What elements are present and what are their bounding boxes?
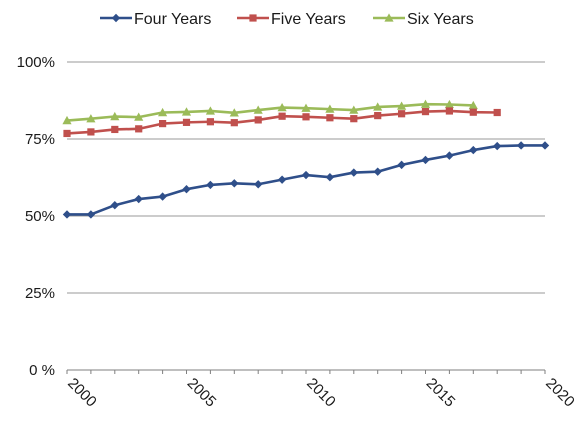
- y-tick-label: 100%: [17, 54, 55, 71]
- gridlines: [67, 61, 545, 294]
- data-point-square: [159, 120, 167, 128]
- data-point-diamond: [445, 151, 454, 160]
- data-point-square: [350, 115, 358, 123]
- data-point-square: [135, 125, 143, 133]
- data-point-square: [230, 119, 238, 127]
- data-point-square: [469, 108, 477, 116]
- data-point-triangle: [349, 105, 359, 114]
- data-point-triangle: [158, 107, 168, 117]
- series-line: [66, 102, 474, 122]
- legend-label: Six Years: [407, 11, 474, 28]
- data-point-triangle: [253, 105, 263, 114]
- legend-item: Six Years: [373, 11, 474, 28]
- y-axis: 0 % 25% 50% 75% 100%: [17, 54, 55, 379]
- legend-item: Five Years: [237, 11, 346, 28]
- data-point-triangle: [86, 114, 96, 123]
- data-point-diamond: [134, 194, 143, 204]
- data-point-triangle: [277, 102, 287, 112]
- data-point-diamond: [301, 170, 311, 180]
- series-layer: [62, 99, 550, 219]
- y-tick-label: 75%: [25, 131, 55, 148]
- data-point-diamond: [182, 185, 191, 194]
- data-point-diamond: [110, 201, 119, 210]
- data-point-square: [182, 118, 191, 126]
- x-axis: 2000 2005 2010 2015 2020: [64, 369, 578, 411]
- data-point-diamond: [373, 167, 382, 176]
- data-point-diamond: [254, 180, 263, 189]
- data-point-triangle: [468, 100, 478, 110]
- data-point-triangle: [420, 99, 431, 108]
- data-point-diamond: [349, 168, 358, 177]
- data-point-square: [374, 111, 382, 120]
- data-point-triangle: [444, 99, 454, 109]
- data-point-square: [87, 128, 95, 136]
- data-point-diamond: [111, 13, 121, 23]
- data-point-diamond: [86, 210, 96, 219]
- data-point-triangle: [134, 112, 144, 121]
- data-point-diamond: [421, 155, 430, 165]
- data-point-square: [326, 114, 334, 122]
- x-tick-label: 2015: [423, 375, 459, 411]
- y-tick-label: 0 %: [29, 362, 55, 379]
- data-point-diamond: [158, 192, 167, 201]
- data-point-triangle: [205, 106, 215, 115]
- legend: Four Years Five Years Six Years: [100, 11, 474, 28]
- x-tick-label: 2000: [64, 375, 100, 411]
- data-point-square: [493, 108, 501, 117]
- data-point-square: [398, 110, 406, 118]
- data-point-diamond: [230, 179, 239, 188]
- series-five-years: [63, 107, 501, 138]
- series-four-years: [62, 141, 550, 219]
- x-tick-label: 2020: [542, 375, 578, 411]
- data-point-square: [111, 125, 119, 134]
- data-point-diamond: [397, 160, 406, 170]
- data-point-diamond: [62, 210, 72, 219]
- y-tick-label: 50%: [25, 208, 55, 225]
- x-tick-label: 2005: [184, 375, 220, 411]
- data-point-triangle: [397, 101, 407, 110]
- legend-item: Four Years: [100, 11, 211, 28]
- data-point-triangle: [229, 108, 239, 117]
- data-point-triangle: [62, 115, 72, 125]
- data-point-triangle: [181, 107, 192, 116]
- data-point-diamond: [325, 172, 335, 182]
- data-point-square: [302, 113, 310, 121]
- data-point-diamond: [469, 145, 478, 155]
- data-point-diamond: [540, 141, 550, 150]
- x-tick-label: 2010: [303, 375, 339, 411]
- data-point-diamond: [206, 180, 215, 190]
- data-point-square: [445, 107, 453, 115]
- data-point-square: [278, 112, 286, 120]
- data-point-square: [249, 14, 257, 22]
- data-point-diamond: [277, 175, 287, 184]
- legend-label: Four Years: [134, 11, 211, 28]
- series-six-years: [62, 99, 478, 125]
- series-line: [67, 144, 545, 216]
- data-point-triangle: [110, 111, 120, 121]
- legend-label: Five Years: [271, 11, 346, 28]
- y-tick-label: 25%: [25, 285, 55, 302]
- data-point-square: [206, 118, 214, 126]
- data-point-triangle: [373, 102, 383, 111]
- data-point-square: [63, 129, 71, 138]
- data-point-triangle: [384, 13, 394, 22]
- data-point-square: [254, 116, 262, 124]
- data-point-diamond: [493, 141, 502, 151]
- data-point-diamond: [516, 141, 526, 150]
- data-point-triangle: [325, 104, 335, 113]
- data-point-triangle: [301, 103, 311, 112]
- data-point-square: [421, 107, 430, 116]
